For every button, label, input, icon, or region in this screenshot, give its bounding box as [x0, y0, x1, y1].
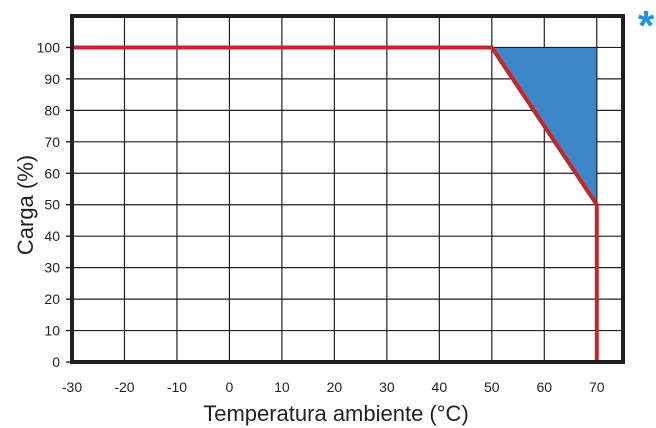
x-tick-label: 30 [379, 379, 395, 395]
x-tick-label: -30 [62, 379, 82, 395]
x-tick-label: 70 [589, 379, 605, 395]
x-tick-label: 50 [484, 379, 500, 395]
y-tick-label: 90 [44, 71, 60, 87]
y-tick-label: 80 [44, 102, 60, 118]
plot-frame [70, 14, 625, 364]
x-tick-label: -20 [114, 379, 134, 395]
series-line [72, 45, 599, 362]
y-tick-label: 0 [52, 354, 60, 370]
x-tick-label: 10 [274, 379, 290, 395]
y-tick-label: 40 [44, 228, 60, 244]
y-tick-label: 10 [44, 323, 60, 339]
x-tick-label: 40 [432, 379, 448, 395]
x-axis-title: Temperatura ambiente (°C) [203, 401, 469, 426]
annotation-asterisk: * [638, 2, 655, 49]
x-tick-label: 0 [226, 379, 234, 395]
y-tick-label: 20 [44, 291, 60, 307]
x-tick-label: 60 [536, 379, 552, 395]
y-axis-title: Carga (%) [13, 155, 38, 255]
y-tick-label: 30 [44, 260, 60, 276]
y-tick-label: 60 [44, 165, 60, 181]
x-tick-label: 20 [327, 379, 343, 395]
x-tick-label: -10 [167, 379, 187, 395]
y-tick-label: 70 [44, 134, 60, 150]
y-tick-label: 50 [44, 197, 60, 213]
y-tick-label: 100 [37, 39, 61, 55]
y-tick-labels: 0 10 20 30 40 50 60 70 80 90 100 [37, 39, 61, 370]
x-tick-labels: -30 -20 -10 0 10 20 30 40 50 60 70 [62, 379, 605, 395]
